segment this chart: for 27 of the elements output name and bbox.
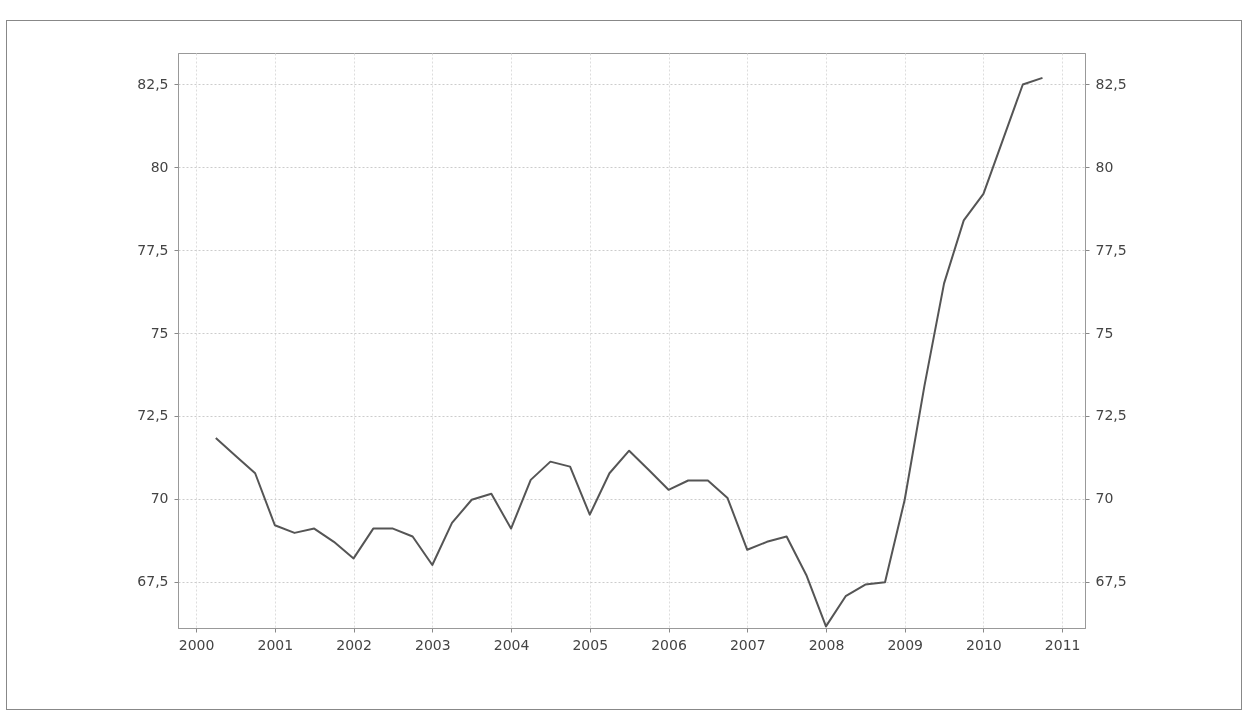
x-tick-label: 2000 (178, 636, 215, 653)
x-tick-label: 2007 (729, 636, 766, 653)
x-tick-label: 2003 (414, 636, 451, 653)
x-tick-label: 2008 (808, 636, 845, 653)
y2-tick-label: 77,5 (1095, 241, 1127, 258)
y-tick-label: 72,5 (137, 407, 169, 424)
y-tick-label: 82,5 (137, 75, 169, 92)
x-tick-label: 2001 (257, 636, 294, 653)
y-tick-label: 67,5 (137, 573, 169, 590)
y-tick-label: 70 (150, 490, 169, 507)
x-tick-label: 2005 (572, 636, 609, 653)
x-tick-label: 2006 (651, 636, 687, 653)
x-tick-label: 2002 (336, 636, 372, 653)
y-tick-label: 77,5 (137, 241, 169, 258)
x-tick-label: 2010 (966, 636, 1002, 653)
x-tick-label: 2011 (1044, 636, 1081, 653)
line-series (214, 76, 1044, 628)
y2-tick-label: 80 (1095, 158, 1114, 175)
y2-tick-label: 70 (1095, 490, 1114, 507)
y2-tick-label: 72,5 (1095, 407, 1127, 424)
x-tick-label: 2009 (887, 636, 924, 653)
y2-tick-label: 75 (1095, 324, 1114, 341)
y2-tick-label: 82,5 (1095, 75, 1127, 92)
y-tick-label: 75 (150, 324, 169, 341)
y2-tick-label: 67,5 (1095, 573, 1127, 590)
x-tick-label: 2004 (493, 636, 530, 653)
y-tick-label: 80 (150, 158, 169, 175)
